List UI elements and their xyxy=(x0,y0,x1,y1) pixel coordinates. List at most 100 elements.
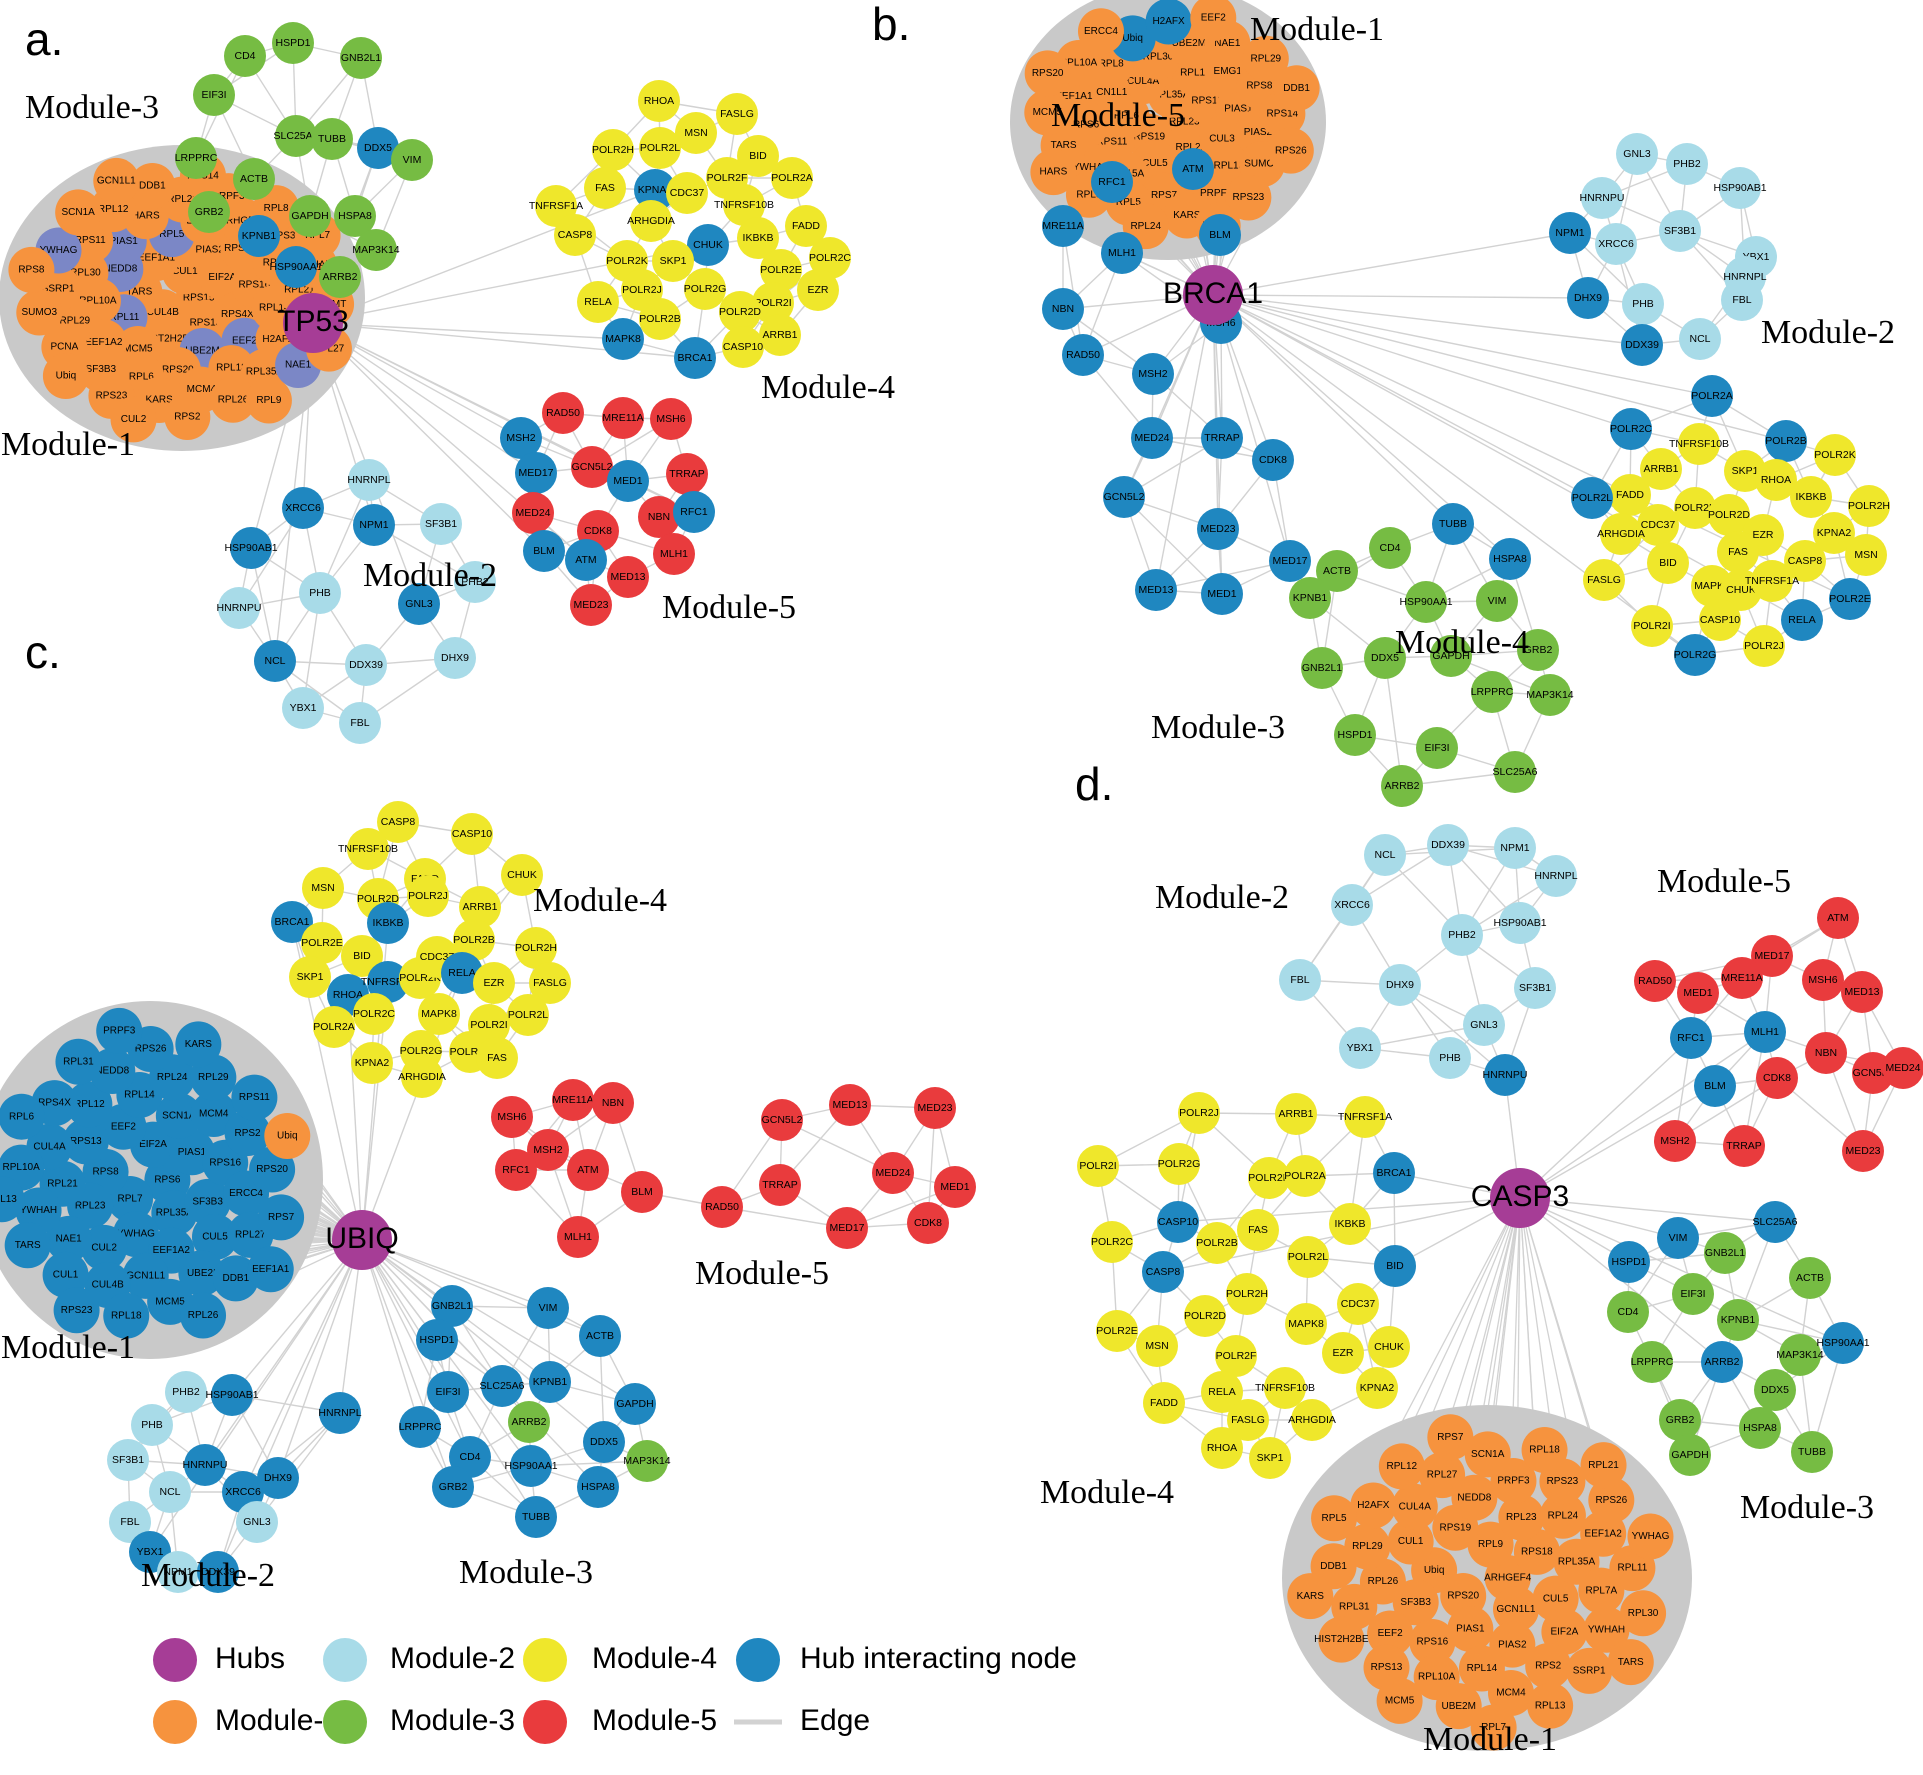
node-RFC1[interactable] xyxy=(1670,1017,1712,1059)
node-MAPK8[interactable] xyxy=(602,318,644,360)
node-TUBB[interactable] xyxy=(1432,503,1474,545)
node-HIST2H2BE[interactable] xyxy=(1318,1616,1365,1663)
node-HNRNPU[interactable] xyxy=(218,587,260,629)
node-MED17[interactable] xyxy=(826,1207,868,1249)
node-MED1[interactable] xyxy=(1201,573,1243,615)
node-PHB[interactable] xyxy=(299,572,341,614)
node-MED13[interactable] xyxy=(607,556,649,598)
node-FBL[interactable] xyxy=(1279,959,1321,1001)
node-HSPD1[interactable] xyxy=(272,22,314,64)
node-MED13[interactable] xyxy=(1135,569,1177,611)
node-SLC25A6[interactable] xyxy=(275,115,317,157)
node-LRPPRC[interactable] xyxy=(175,137,217,179)
node-MRE11A[interactable] xyxy=(1042,205,1084,247)
node-MRE11A[interactable] xyxy=(1721,957,1763,999)
node-POLR2H[interactable] xyxy=(515,927,557,969)
node-CHUK[interactable] xyxy=(1368,1326,1410,1368)
node-MED23[interactable] xyxy=(1197,508,1239,550)
node-POLR2K[interactable] xyxy=(1814,434,1856,476)
node-FBL[interactable] xyxy=(1721,279,1763,321)
node-POLR2B[interactable] xyxy=(1765,420,1807,462)
node-EIF3I[interactable] xyxy=(1672,1273,1714,1315)
node-DDX5[interactable] xyxy=(1754,1369,1796,1411)
node-RPL6[interactable] xyxy=(0,1093,45,1140)
node-BID[interactable] xyxy=(737,135,779,177)
node-POLR2G[interactable] xyxy=(1158,1143,1200,1185)
node-SCN1A[interactable] xyxy=(155,1092,202,1139)
node-HNRNPL[interactable] xyxy=(319,1392,361,1434)
node-HSP90AA1[interactable] xyxy=(510,1445,552,1487)
node-RELA[interactable] xyxy=(1201,1371,1243,1413)
node-ACTB[interactable] xyxy=(233,158,275,200)
node-RPL12[interactable] xyxy=(1378,1443,1425,1490)
node-TARS[interactable] xyxy=(1607,1639,1654,1686)
node-DDX39[interactable] xyxy=(1427,824,1469,866)
node-FASLG[interactable] xyxy=(716,93,758,135)
node-MRE11A[interactable] xyxy=(602,397,644,439)
node-NBN[interactable] xyxy=(1805,1032,1847,1074)
node-RPS26[interactable] xyxy=(1267,127,1314,174)
node-HSP90AA1[interactable] xyxy=(1405,581,1447,623)
node-CDC37[interactable] xyxy=(1337,1283,1379,1325)
node-CASP10[interactable] xyxy=(1699,599,1741,641)
node-CUL2[interactable] xyxy=(110,396,157,443)
node-UBE2M[interactable] xyxy=(1435,1683,1482,1730)
node-MSN[interactable] xyxy=(1136,1325,1178,1367)
node-POLR2H[interactable] xyxy=(592,129,634,171)
node-PHB2[interactable] xyxy=(1441,914,1483,956)
node-FAS[interactable] xyxy=(1237,1209,1279,1251)
node-BLM[interactable] xyxy=(523,530,565,572)
node-POLR2B[interactable] xyxy=(1196,1222,1238,1264)
node-TNFRSF1A[interactable] xyxy=(1751,560,1793,602)
node-EEF2[interactable] xyxy=(1190,0,1237,41)
node-KPNB1[interactable] xyxy=(1289,577,1331,619)
node-ATM[interactable] xyxy=(565,539,607,581)
node-TUBB[interactable] xyxy=(1791,1431,1833,1473)
node-IKBKB[interactable] xyxy=(737,217,779,259)
node-TRRAP[interactable] xyxy=(666,453,708,495)
node-CASP8[interactable] xyxy=(1142,1251,1184,1293)
node-RPS18[interactable] xyxy=(1513,1528,1560,1575)
node-SSRP1[interactable] xyxy=(1566,1647,1613,1694)
node-TNFRSF1A[interactable] xyxy=(367,961,409,1003)
node-SF3B1[interactable] xyxy=(420,503,462,545)
node-YBX1[interactable] xyxy=(1339,1027,1381,1069)
node-RPS7[interactable] xyxy=(1427,1414,1474,1461)
node-RFC1[interactable] xyxy=(673,491,715,533)
node-NCL[interactable] xyxy=(149,1471,191,1513)
node-RPL18[interactable] xyxy=(1521,1427,1568,1474)
node-RPL12[interactable] xyxy=(66,1081,113,1128)
node-TNFRSF10B[interactable] xyxy=(1264,1367,1306,1409)
node-IKBKB[interactable] xyxy=(1790,476,1832,518)
node-XRCC6[interactable] xyxy=(1331,884,1373,926)
node-CASP10[interactable] xyxy=(722,326,764,368)
node-BID[interactable] xyxy=(1647,542,1689,584)
node-RPS7[interactable] xyxy=(258,1194,305,1241)
node-SF3B1[interactable] xyxy=(1659,210,1701,252)
node-HSPA8[interactable] xyxy=(334,195,376,237)
node-GAPDH[interactable] xyxy=(1669,1434,1711,1476)
node-POLR2C[interactable] xyxy=(809,237,851,279)
node-RPL26[interactable] xyxy=(180,1292,227,1339)
node-H2AFX[interactable] xyxy=(1350,1482,1397,1529)
node-POLR2J[interactable] xyxy=(1178,1092,1220,1134)
node-HSP90AB1[interactable] xyxy=(211,1374,253,1416)
node-HSPD1[interactable] xyxy=(1608,1241,1650,1283)
node-HSPA8[interactable] xyxy=(1739,1407,1781,1449)
node-RPL24[interactable] xyxy=(1539,1492,1586,1539)
node-SF3B1[interactable] xyxy=(107,1439,149,1481)
node-POLR2J[interactable] xyxy=(1743,625,1785,667)
node-MCM5[interactable] xyxy=(1376,1677,1423,1724)
node-ARRB1[interactable] xyxy=(1640,448,1682,490)
node-HNRNPU[interactable] xyxy=(1581,177,1623,219)
node-NCL[interactable] xyxy=(1364,834,1406,876)
node-HSP90AA1[interactable] xyxy=(1822,1322,1864,1364)
node-POLR2I[interactable] xyxy=(752,282,794,324)
node-RELA[interactable] xyxy=(1781,599,1823,641)
node-CHUK[interactable] xyxy=(501,854,543,896)
node-VIM[interactable] xyxy=(1476,580,1518,622)
node-MAPK8[interactable] xyxy=(1285,1303,1327,1345)
node-GCN5L2[interactable] xyxy=(761,1099,803,1141)
node-FBL[interactable] xyxy=(109,1501,151,1543)
node-RHOA[interactable] xyxy=(1755,459,1797,501)
